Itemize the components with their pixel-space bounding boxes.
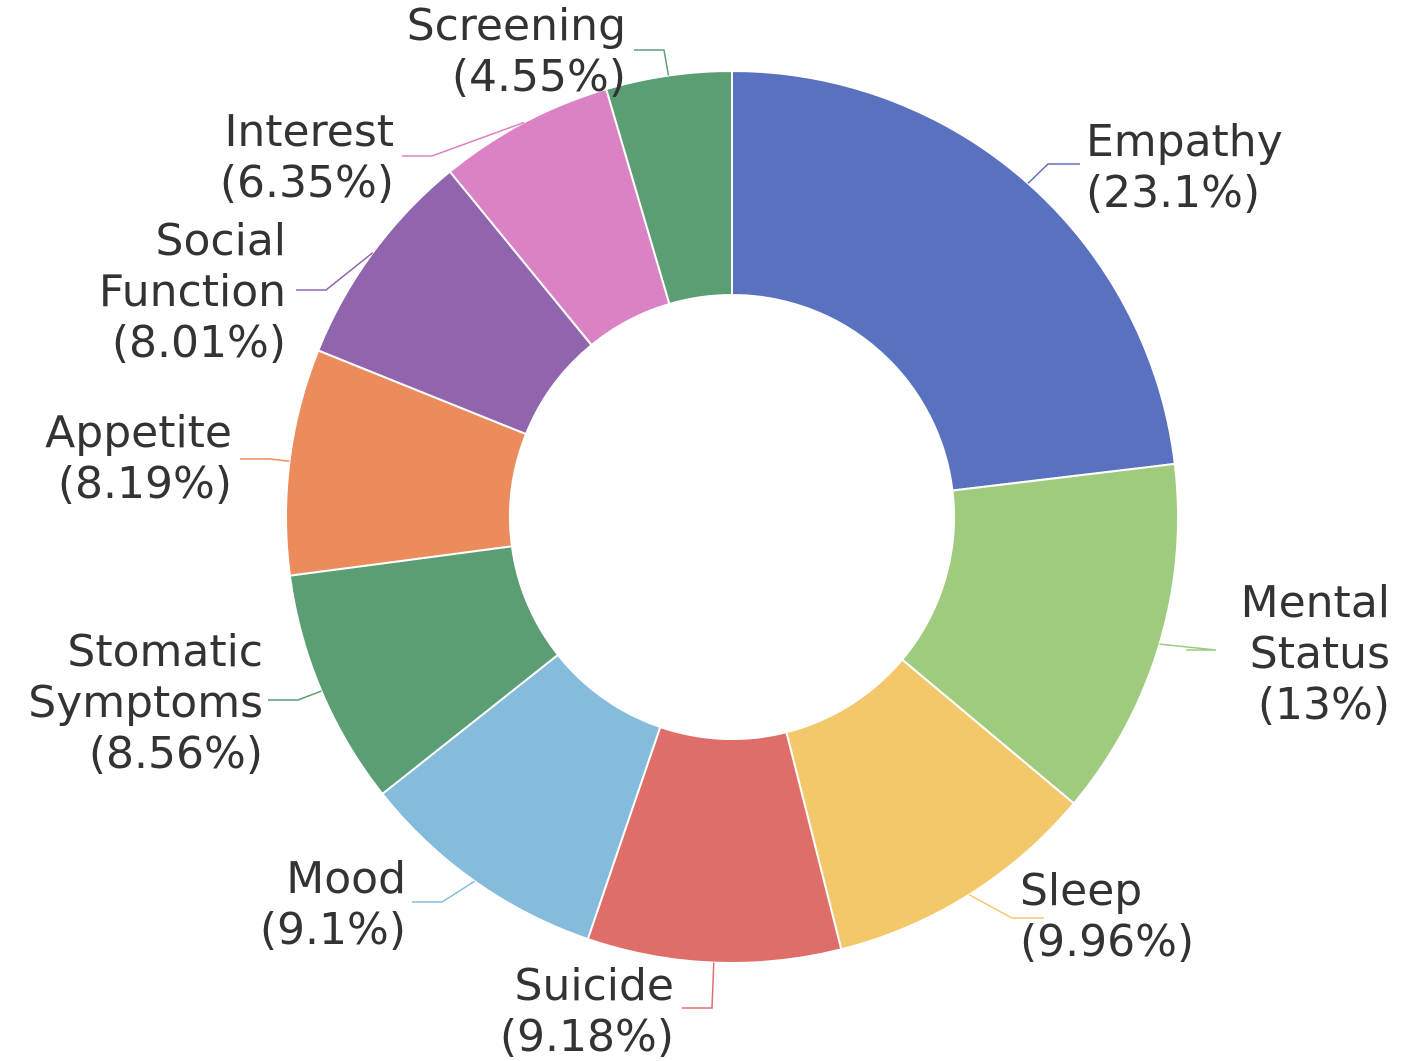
leader-line-sleep <box>968 894 1044 919</box>
labels-group: Empathy (23.1%) Mental Status (13%) Sleep (9.9… <box>28 0 1390 1061</box>
label-percent: (4.55%) <box>452 51 626 102</box>
leader-line-stomatic-symptoms <box>268 690 322 701</box>
label-screening: Screening (4.55%) <box>407 0 626 102</box>
label-name-line: Social <box>156 215 286 266</box>
label-name-line: Mental <box>1241 577 1390 628</box>
label-name-line: Empathy <box>1086 116 1283 167</box>
label-name-line: Status <box>1250 628 1390 679</box>
label-name-line: Stomatic <box>67 626 263 677</box>
label-social-function: Social Function (8.01%) <box>99 215 286 368</box>
label-percent: (9.96%) <box>1020 916 1194 967</box>
label-stomatic-symptoms: Stomatic Symptoms (8.56%) <box>28 626 263 779</box>
label-mental-status: Mental Status (13%) <box>1241 577 1390 730</box>
label-name-line: Symptoms <box>28 677 263 728</box>
leader-line-interest <box>402 121 525 157</box>
label-percent: (9.1%) <box>260 904 406 955</box>
leader-line-mood <box>412 880 476 903</box>
label-mood: Mood (9.1%) <box>260 853 406 955</box>
label-name-line: Suicide <box>515 960 674 1011</box>
leader-line-social-function <box>296 252 374 291</box>
label-empathy: Empathy (23.1%) <box>1086 116 1283 218</box>
label-interest: Interest (6.35%) <box>220 106 394 208</box>
label-percent: (6.35%) <box>220 157 394 208</box>
label-appetite: Appetite (8.19%) <box>45 407 232 509</box>
label-name-line: Sleep <box>1020 865 1142 916</box>
leader-line-screening <box>634 49 670 76</box>
label-name-line: Screening <box>407 0 626 51</box>
label-percent: (13%) <box>1258 679 1390 730</box>
slice-mental-status[interactable] <box>900 462 1180 805</box>
slice-empathy[interactable] <box>731 69 1176 492</box>
slices-group <box>285 69 1180 964</box>
label-percent: (23.1%) <box>1086 167 1260 218</box>
label-percent: (8.01%) <box>112 317 286 368</box>
label-name-line: Mood <box>286 853 406 904</box>
leader-line-empathy <box>1027 163 1080 184</box>
label-percent: (8.19%) <box>58 458 232 509</box>
label-percent: (8.56%) <box>89 728 263 779</box>
label-suicide: Suicide (9.18%) <box>500 960 674 1061</box>
label-sleep: Sleep (9.96%) <box>1020 865 1194 967</box>
slice-screening[interactable] <box>604 69 733 306</box>
label-name-line: Appetite <box>45 407 232 458</box>
label-name-line: Function <box>99 266 286 317</box>
leader-line-mental-status <box>1159 643 1217 651</box>
label-name-line: Interest <box>224 106 394 157</box>
leader-lines-group <box>240 49 1217 1009</box>
leader-line-suicide <box>682 962 715 1009</box>
leader-line-appetite <box>240 458 290 462</box>
label-percent: (9.18%) <box>500 1011 674 1061</box>
